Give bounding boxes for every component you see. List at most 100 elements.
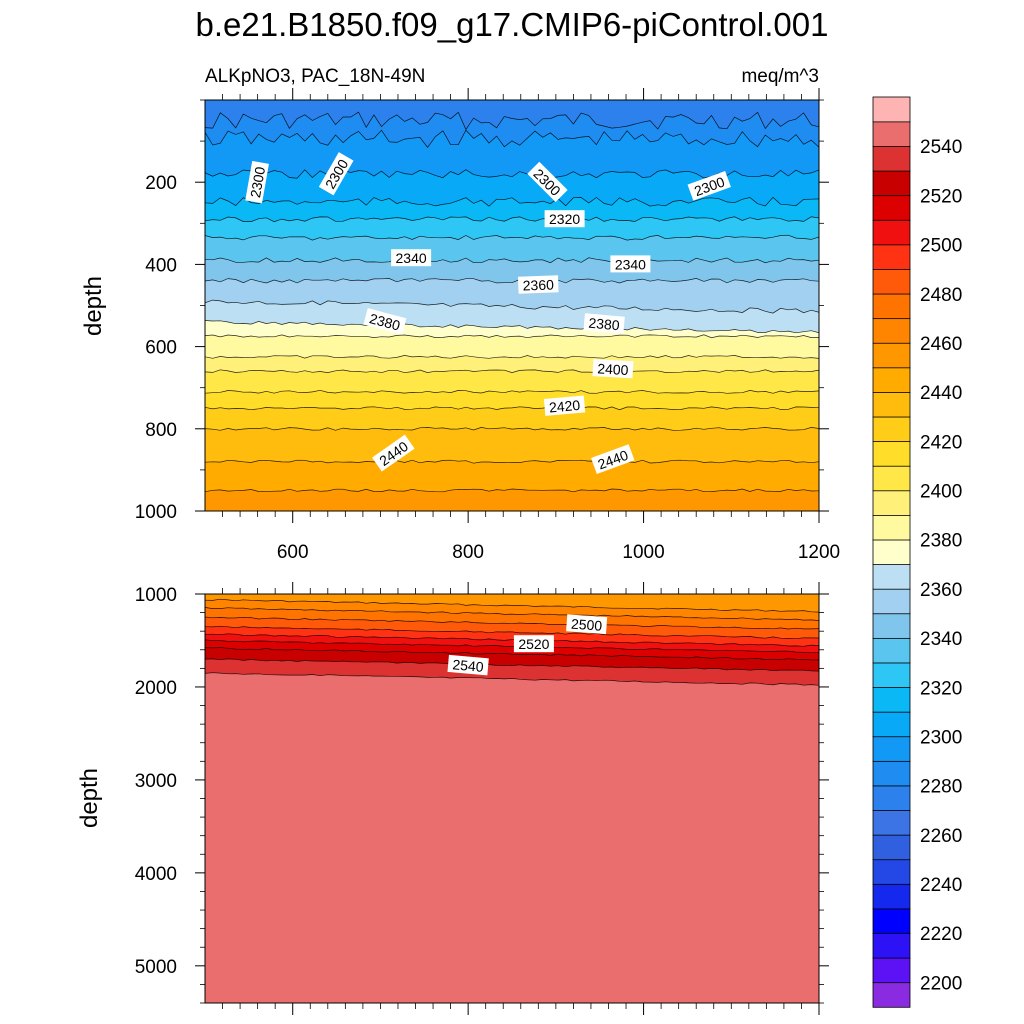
upper-panel-axes: 200 400 600 800 1000 600 800 1000 1200 — [135, 88, 840, 563]
colorbar-swatch — [872, 367, 911, 393]
colorbar-swatch — [872, 859, 911, 885]
contour-label: 2340 — [391, 249, 432, 267]
colorbar-swatch — [872, 293, 911, 320]
contour-label-text: 2380 — [588, 315, 621, 334]
contour-line — [205, 320, 819, 334]
colorbar-tick-label: 2380 — [920, 531, 962, 552]
contour-label: 2360 — [517, 275, 559, 294]
contour-line — [205, 616, 819, 630]
colorbar-swatch — [872, 539, 911, 565]
lower-ylabel: depth — [76, 768, 103, 828]
contour-line — [205, 111, 819, 131]
contour-label: 2540 — [447, 654, 489, 676]
contour-line — [205, 625, 819, 640]
x-tick-label: 1200 — [798, 542, 840, 563]
y-tick-label: 5000 — [135, 957, 177, 978]
colorbar-swatch — [872, 342, 911, 369]
colorbar-swatch — [872, 908, 911, 934]
variable-label: ALKpNO3, PAC_18N-49N — [205, 66, 425, 87]
upper-panel-contour-lines — [205, 111, 819, 493]
colorbar-swatch — [872, 219, 911, 246]
contour-line — [205, 355, 819, 359]
colorbar-swatch — [872, 170, 911, 197]
colorbar-tick-label: 2240 — [920, 875, 962, 896]
colorbar-swatch — [872, 391, 911, 418]
contour-label: 2400 — [592, 359, 634, 379]
contour-line — [205, 257, 819, 264]
contour-label-text: 2540 — [452, 656, 485, 675]
y-tick-label: 2000 — [135, 678, 177, 699]
contour-label: 2320 — [544, 210, 585, 228]
contour-line — [205, 488, 819, 493]
colorbar: 2200 2220 2240 2260 2280 2300 2320 2340 2360 2380… — [872, 96, 962, 1008]
y-tick-label: 400 — [145, 255, 177, 276]
y-tick-label: 1000 — [135, 585, 177, 606]
colorbar-tick-label: 2540 — [920, 137, 962, 158]
colorbar-swatch — [872, 244, 911, 270]
y-tick-label: 800 — [145, 420, 177, 441]
contour-line — [205, 299, 819, 314]
colorbar-tick-label: 2220 — [920, 924, 962, 945]
contour-label: 2520 — [513, 635, 554, 653]
contour-line — [205, 234, 819, 241]
contour-line — [205, 334, 819, 339]
contour-label-text: 2360 — [522, 276, 554, 293]
colorbar-tick-label: 2400 — [920, 482, 962, 503]
upper-ylabel: depth — [80, 276, 107, 336]
colorbar-swatch — [872, 514, 911, 541]
contour-line — [205, 598, 819, 613]
contour-line — [205, 278, 819, 284]
colorbar-swatch — [872, 96, 911, 123]
colorbar-tick-label: 2360 — [920, 580, 962, 601]
colorbar-tick-label: 2500 — [920, 236, 962, 257]
colorbar-tick-label: 2420 — [920, 432, 962, 453]
colorbar-tick-label: 2260 — [920, 826, 962, 847]
colorbar-swatch — [872, 317, 911, 344]
contour-line — [205, 389, 819, 394]
contour-label: 2420 — [543, 395, 586, 416]
y-tick-label: 200 — [145, 173, 177, 194]
contour-line — [205, 369, 819, 374]
colorbar-swatch — [872, 736, 911, 762]
colorbar-swatch — [872, 613, 911, 639]
contour-band — [205, 672, 819, 1003]
contour-line — [205, 672, 819, 686]
colorbar-swatch — [872, 686, 911, 713]
y-tick-label: 4000 — [135, 864, 177, 885]
contour-line — [205, 459, 819, 464]
colorbar-swatch — [872, 883, 911, 910]
contour-line — [205, 633, 819, 647]
contour-label: 2500 — [566, 614, 608, 635]
colorbar-swatch — [872, 588, 911, 615]
colorbar-tick-label: 2320 — [920, 678, 962, 699]
colorbar-swatch — [872, 637, 911, 664]
colorbar-swatch — [872, 440, 911, 467]
contour-line — [205, 639, 819, 654]
contour-label-text: 2320 — [549, 211, 580, 227]
x-tick-label: 1000 — [622, 542, 664, 563]
contour-label-text: 2400 — [597, 360, 629, 378]
contour-label-text: 2420 — [548, 397, 581, 416]
colorbar-tick-label: 2440 — [920, 383, 962, 404]
y-tick-label: 600 — [145, 338, 177, 359]
contour-line — [205, 658, 819, 672]
units-label: meq/m^3 — [741, 66, 819, 87]
colorbar-tick-label: 2200 — [920, 973, 962, 994]
colorbar-swatch — [872, 662, 911, 688]
colorbar-swatch — [872, 563, 911, 590]
contour-label-text: 2380 — [368, 310, 402, 334]
contour-label: 2380 — [583, 313, 625, 334]
colorbar-tick-label: 2340 — [920, 629, 962, 650]
colorbar-swatch — [872, 145, 911, 172]
contour-band — [205, 489, 819, 511]
contour-label: 2380 — [363, 308, 407, 335]
x-tick-label: 600 — [277, 542, 309, 563]
lower-panel-fill — [205, 594, 819, 1003]
contour-line — [205, 196, 819, 207]
colorbar-swatch — [872, 982, 911, 1008]
colorbar-swatch — [872, 932, 911, 959]
contour-line — [205, 216, 819, 223]
contour-line — [205, 647, 819, 661]
